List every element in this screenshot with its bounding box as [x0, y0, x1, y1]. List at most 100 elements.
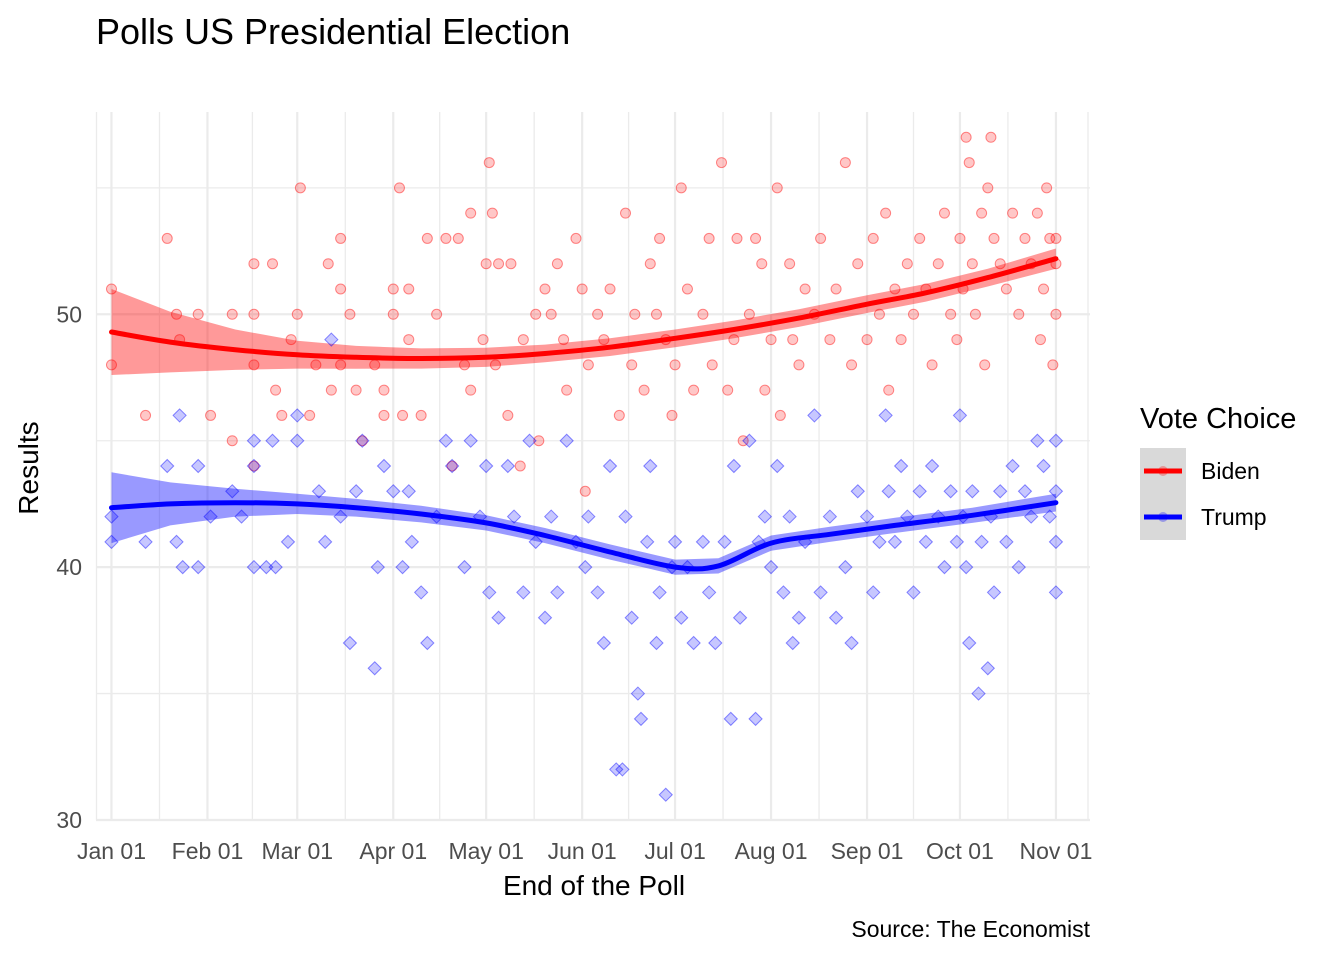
data-point-biden [561, 384, 573, 396]
data-point-trump [246, 433, 262, 448]
data-point-trump [658, 787, 673, 802]
data-point-trump [578, 559, 593, 575]
data-point-trump [1042, 509, 1057, 524]
data-point-trump [175, 559, 190, 575]
data-point-biden [276, 409, 288, 421]
data-point-biden [452, 232, 464, 244]
data-point-biden [889, 283, 901, 295]
data-point-trump [723, 711, 739, 727]
data-point-trump [615, 762, 630, 777]
data-point-trump [748, 711, 763, 727]
data-point-biden [737, 435, 749, 447]
data-point-trump [872, 534, 887, 550]
data-point-trump [850, 484, 865, 499]
data-point-biden [861, 334, 873, 346]
data-point-trump [444, 458, 460, 474]
data-point-trump [965, 484, 980, 499]
data-point-biden [914, 232, 926, 244]
data-point-trump [311, 484, 327, 499]
data-point-trump [838, 559, 853, 575]
data-point-biden [1034, 334, 1046, 346]
data-point-biden [784, 258, 796, 270]
y-axis-title: Results [13, 421, 44, 514]
data-point-biden [335, 283, 347, 295]
data-point-biden [839, 157, 851, 169]
legend-label: Biden [1201, 458, 1260, 484]
data-point-trump [404, 534, 420, 550]
data-point-biden [378, 409, 390, 421]
data-point-biden [988, 232, 1000, 244]
data-point-trump [596, 635, 612, 651]
data-point-biden [192, 308, 204, 320]
data-point-trump [708, 635, 723, 651]
data-point-trump [413, 585, 429, 600]
data-point-biden [765, 334, 777, 346]
data-point-trump [104, 509, 119, 524]
data-point-biden [576, 283, 588, 295]
data-point-trump [667, 534, 683, 550]
data-point-trump [1048, 585, 1064, 600]
x-tick-label: Nov 01 [1020, 838, 1093, 864]
data-point-biden [291, 308, 303, 320]
x-tick-label: Sep 01 [831, 838, 904, 864]
data-point-biden [985, 131, 997, 143]
data-point-biden [979, 359, 991, 371]
data-point-biden [1050, 308, 1062, 320]
data-point-biden [486, 207, 498, 219]
x-axis-title: End of the Poll [503, 870, 685, 901]
data-point-biden [1044, 232, 1056, 244]
data-point-biden [1019, 232, 1031, 244]
data-point-biden [620, 207, 632, 219]
data-point-trump [190, 458, 206, 474]
data-point-trump [290, 408, 305, 423]
x-tick-label: May 01 [448, 838, 523, 864]
data-point-trump [581, 509, 596, 524]
data-point-trump [639, 534, 655, 550]
data-point-biden [267, 258, 279, 270]
data-point-trump [324, 332, 339, 347]
data-point-biden [1007, 207, 1019, 219]
data-point-biden [743, 308, 755, 320]
data-point-trump [463, 433, 478, 448]
data-point-biden [517, 334, 529, 346]
data-point-biden [951, 334, 963, 346]
data-point-biden [697, 308, 709, 320]
data-point-trump [367, 661, 382, 676]
data-point-trump [355, 433, 370, 448]
y-tick-label: 50 [56, 301, 82, 327]
data-point-trump [952, 408, 968, 423]
data-point-biden [421, 232, 433, 244]
data-point-biden [756, 258, 768, 270]
data-point-trump [958, 559, 974, 575]
data-point-trump [878, 408, 893, 423]
data-point-biden [675, 182, 687, 194]
data-point-biden [431, 308, 443, 320]
data-points [104, 131, 1064, 802]
data-point-biden [248, 258, 260, 270]
data-point-biden [530, 308, 542, 320]
data-point-trump [717, 534, 732, 550]
data-point-trump [506, 509, 522, 524]
data-point-trump [190, 559, 206, 575]
data-point-trump [1017, 484, 1033, 499]
y-tick-label: 30 [56, 807, 82, 833]
data-point-trump [246, 458, 262, 474]
data-point-biden [706, 359, 718, 371]
data-point-biden [852, 258, 864, 270]
data-point-biden [285, 334, 297, 346]
data-point-trump [169, 534, 184, 550]
data-point-trump [770, 458, 785, 474]
data-point-biden [1047, 359, 1059, 371]
data-point-trump [924, 458, 940, 474]
data-point-biden [161, 232, 173, 244]
data-point-trump [726, 458, 742, 474]
trend-lines [109, 256, 1059, 572]
data-point-trump [918, 534, 934, 550]
data-point-biden [480, 258, 492, 270]
data-point-trump [550, 585, 565, 600]
legend-key-marker [1158, 466, 1168, 476]
data-point-biden [558, 334, 570, 346]
data-point-trump [457, 559, 472, 575]
data-point-trump [268, 559, 283, 575]
data-point-trump [866, 585, 881, 600]
